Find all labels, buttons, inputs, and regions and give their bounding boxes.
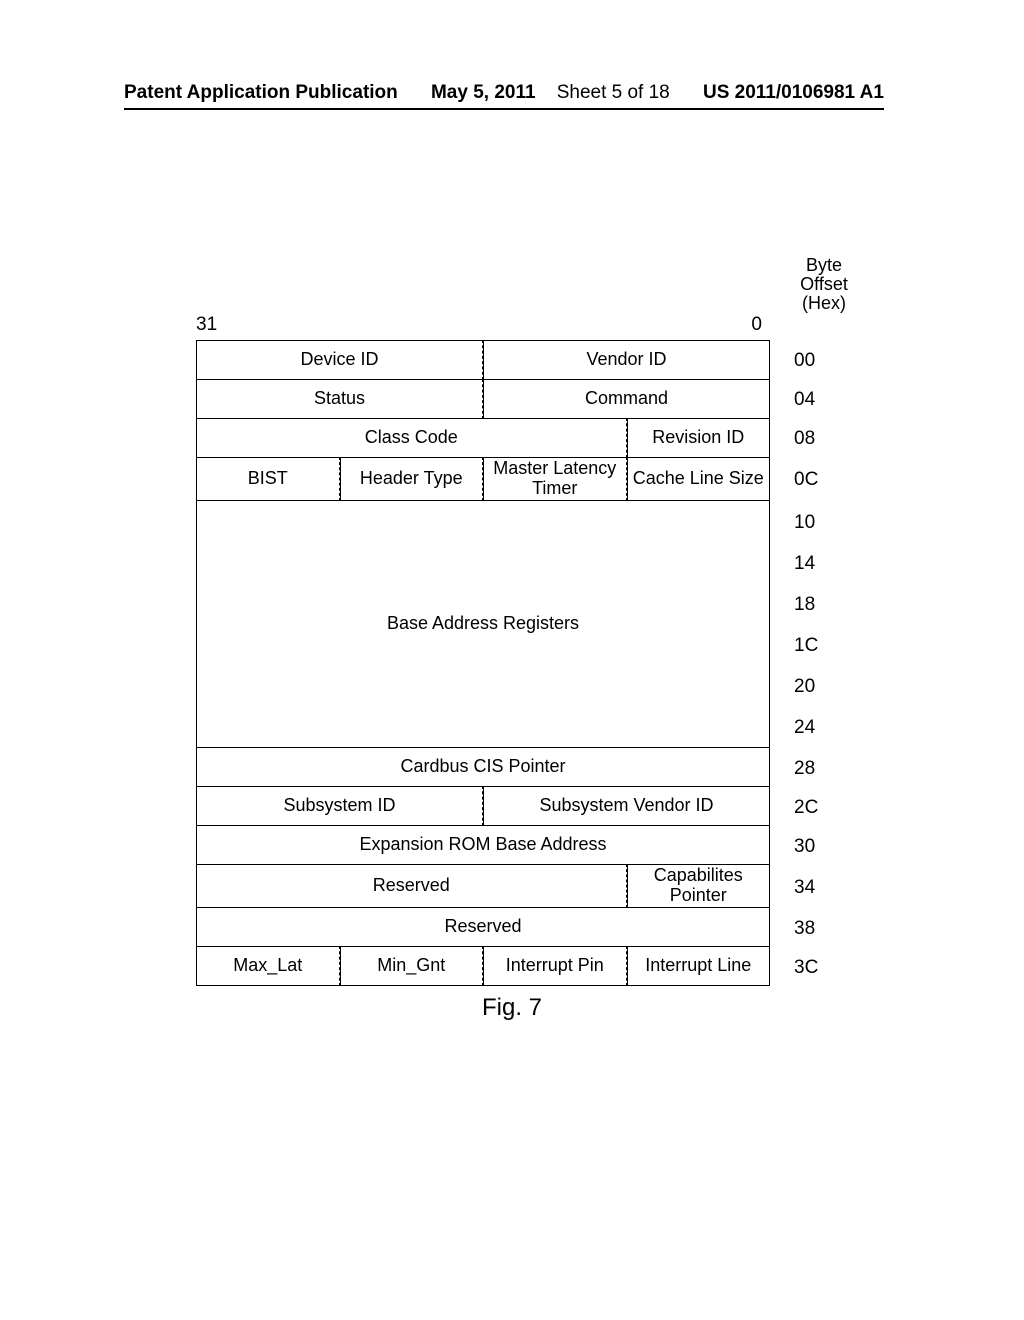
cell-min-gnt: Min_Gnt bbox=[340, 946, 484, 986]
offset-2C: 2C bbox=[794, 797, 818, 819]
cell-cardbus-cis-pointer: Cardbus CIS Pointer bbox=[196, 747, 770, 787]
cell-class-code: Class Code bbox=[196, 418, 627, 458]
offset-30: 30 bbox=[794, 836, 815, 858]
row-bar: Base Address Registers bbox=[196, 500, 770, 748]
cell-interrupt-pin: Interrupt Pin bbox=[483, 946, 627, 986]
header-middle: May 5, 2011 Sheet 5 of 18 bbox=[431, 82, 670, 104]
cell-cache-line-size: Cache Line Size bbox=[627, 457, 771, 501]
byte-offset-header: Byte Offset (Hex) bbox=[784, 256, 864, 313]
register-table: Device ID Vendor ID Status Command Class… bbox=[196, 340, 770, 986]
cell-reserved-38: Reserved bbox=[196, 907, 770, 947]
row-3C: Max_Lat Min_Gnt Interrupt Pin Interrupt … bbox=[196, 946, 770, 986]
offset-34: 34 bbox=[794, 877, 815, 899]
offset-10: 10 bbox=[794, 512, 815, 534]
sheet-number: Sheet 5 of 18 bbox=[557, 82, 670, 103]
cell-status: Status bbox=[196, 379, 483, 419]
offset-00: 00 bbox=[794, 350, 815, 372]
offset-08: 08 bbox=[794, 428, 815, 450]
cell-base-address-registers: Base Address Registers bbox=[196, 500, 770, 748]
cell-device-id: Device ID bbox=[196, 340, 483, 380]
offset-38: 38 bbox=[794, 918, 815, 940]
byte-offset-l2: Offset bbox=[784, 275, 864, 294]
offset-1C: 1C bbox=[794, 635, 818, 657]
cell-interrupt-line: Interrupt Line bbox=[627, 946, 771, 986]
row-38: Reserved bbox=[196, 907, 770, 947]
offset-24: 24 bbox=[794, 717, 815, 739]
cell-master-latency-timer: Master Latency Timer bbox=[483, 457, 627, 501]
offset-18: 18 bbox=[794, 594, 815, 616]
row-0C: BIST Header Type Master Latency Timer Ca… bbox=[196, 457, 770, 501]
page-header: Patent Application Publication May 5, 20… bbox=[124, 82, 884, 104]
offset-04: 04 bbox=[794, 389, 815, 411]
header-rule bbox=[124, 108, 884, 110]
cell-subsystem-vendor-id: Subsystem Vendor ID bbox=[483, 786, 770, 826]
cell-command: Command bbox=[483, 379, 770, 419]
cell-max-lat: Max_Lat bbox=[196, 946, 340, 986]
row-34: Reserved Capabilites Pointer bbox=[196, 864, 770, 908]
row-30: Expansion ROM Base Address bbox=[196, 825, 770, 865]
byte-offset-l3: (Hex) bbox=[784, 294, 864, 313]
cell-revision-id: Revision ID bbox=[627, 418, 771, 458]
cell-vendor-id: Vendor ID bbox=[483, 340, 770, 380]
offset-20: 20 bbox=[794, 676, 815, 698]
offset-14: 14 bbox=[794, 553, 815, 575]
bit-label-0: 0 bbox=[751, 314, 762, 336]
row-08: Class Code Revision ID bbox=[196, 418, 770, 458]
cell-capabilities-pointer: Capabilites Pointer bbox=[627, 864, 771, 908]
cell-expansion-rom-base: Expansion ROM Base Address bbox=[196, 825, 770, 865]
row-2C: Subsystem ID Subsystem Vendor ID bbox=[196, 786, 770, 826]
cell-subsystem-id: Subsystem ID bbox=[196, 786, 483, 826]
cell-header-type: Header Type bbox=[340, 457, 484, 501]
figure-caption: Fig. 7 bbox=[0, 994, 1024, 1022]
cell-bist: BIST bbox=[196, 457, 340, 501]
offset-28: 28 bbox=[794, 758, 815, 780]
row-04: Status Command bbox=[196, 379, 770, 419]
bit-label-31: 31 bbox=[196, 314, 217, 336]
row-28: Cardbus CIS Pointer bbox=[196, 747, 770, 787]
publication-title: Patent Application Publication bbox=[124, 82, 398, 104]
publication-date: May 5, 2011 bbox=[431, 82, 536, 103]
row-00: Device ID Vendor ID bbox=[196, 340, 770, 380]
cell-reserved-34: Reserved bbox=[196, 864, 627, 908]
publication-number: US 2011/0106981 A1 bbox=[703, 82, 884, 104]
offset-0C: 0C bbox=[794, 469, 818, 491]
offset-3C: 3C bbox=[794, 957, 818, 979]
byte-offset-l1: Byte bbox=[784, 256, 864, 275]
